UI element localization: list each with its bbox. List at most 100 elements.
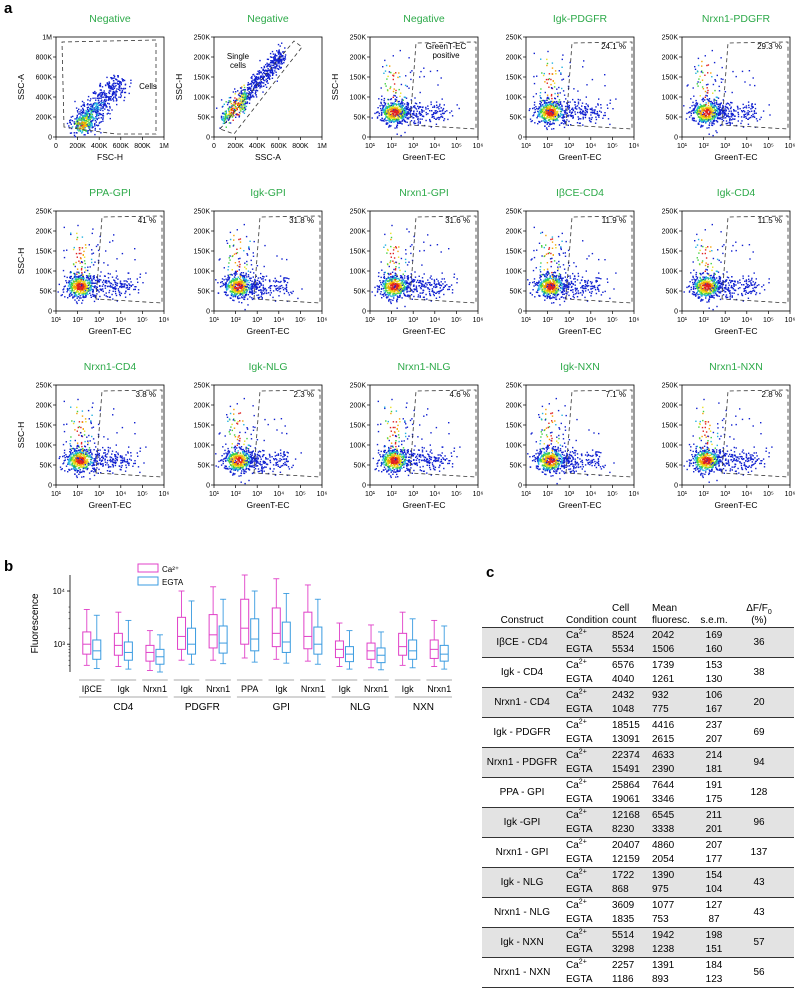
- plot-frame: [213, 36, 323, 138]
- scatter-point: [236, 289, 238, 291]
- scatter-point: [124, 283, 126, 285]
- scatter-point: [76, 268, 79, 270]
- scatter-point: [719, 109, 721, 112]
- scatter-point: [712, 119, 715, 122]
- scatter-point: [112, 77, 114, 80]
- scatter-point: [106, 82, 109, 84]
- scatter-point: [261, 296, 263, 299]
- scatter-point: [116, 275, 118, 277]
- scatter-point: [553, 103, 555, 105]
- scatter-point: [693, 104, 695, 106]
- scatter-point: [762, 110, 765, 112]
- scatter-point: [544, 118, 546, 120]
- scatter-point: [275, 54, 277, 57]
- scatter-point: [72, 115, 74, 118]
- scatter-point: [696, 112, 698, 115]
- scatter-point: [238, 281, 240, 283]
- scatter-point: [121, 78, 123, 80]
- scatter-point: [537, 108, 539, 110]
- scatter-point: [256, 77, 258, 79]
- scatter-point: [79, 280, 81, 282]
- scatter-point: [232, 245, 235, 247]
- scatter-point: [88, 288, 90, 291]
- scatter-point: [241, 289, 243, 291]
- scatter-point: [694, 68, 697, 70]
- scatter-point: [275, 60, 277, 62]
- scatter-point: [238, 238, 240, 241]
- x-tick-label: 10³: [564, 143, 575, 150]
- scatter-point: [406, 107, 408, 109]
- scatter-point: [95, 121, 97, 123]
- scatter-point: [728, 116, 730, 118]
- scatter-point: [242, 275, 244, 278]
- scatter-point: [378, 114, 380, 117]
- scatter-point: [274, 61, 276, 64]
- scatter-point: [400, 117, 402, 119]
- scatter-point: [78, 278, 81, 280]
- scatter-point: [88, 122, 90, 124]
- scatter-point: [711, 104, 714, 106]
- scatter-point: [252, 73, 255, 76]
- scatter-point: [100, 101, 103, 104]
- scatter-point: [285, 286, 288, 289]
- scatter-point: [711, 122, 714, 124]
- scatter-point: [430, 101, 432, 103]
- scatter-point: [234, 289, 236, 291]
- scatter-point: [403, 112, 406, 114]
- scatter-point: [86, 111, 88, 113]
- scatter-point: [86, 107, 89, 109]
- scatter-point: [281, 258, 283, 260]
- scatter-point: [69, 284, 71, 286]
- scatter-point: [694, 105, 697, 107]
- scatter-point: [85, 115, 87, 117]
- scatter-point: [72, 248, 75, 251]
- scatter-point: [96, 107, 98, 110]
- scatter-point: [437, 84, 439, 86]
- scatter-point: [244, 98, 247, 101]
- scatter-point: [708, 106, 710, 109]
- scatter-point: [420, 113, 422, 116]
- scatter-point: [98, 94, 100, 97]
- scatter-point: [388, 109, 390, 111]
- scatter-point: [139, 273, 142, 275]
- scatter-point: [412, 113, 414, 116]
- scatter-point: [406, 108, 408, 110]
- scatter-point: [82, 291, 84, 294]
- scatter-point: [245, 92, 247, 94]
- scatter-point: [692, 87, 694, 89]
- scatter-point: [96, 293, 98, 295]
- scatter-point: [393, 110, 395, 113]
- scatter-point: [382, 109, 385, 111]
- scatter-point: [124, 292, 126, 295]
- scatter-point: [545, 102, 548, 104]
- scatter-point: [104, 98, 106, 101]
- scatter-point: [543, 117, 545, 119]
- scatter-point: [557, 116, 559, 118]
- scatter-point: [255, 91, 257, 94]
- scatter-point: [711, 124, 714, 127]
- scatter-point: [251, 84, 253, 86]
- scatter-point: [556, 111, 558, 113]
- scatter-point: [544, 117, 546, 119]
- scatter-point: [123, 283, 126, 285]
- scatter-point: [73, 272, 75, 275]
- scatter-point: [88, 126, 90, 128]
- scatter-point: [231, 116, 234, 118]
- scatter-point: [240, 90, 242, 92]
- scatter-point: [115, 91, 117, 93]
- scatter-point: [100, 279, 102, 281]
- scatter-point: [398, 113, 401, 116]
- y-tick-label: 0: [518, 135, 522, 142]
- scatter-point: [550, 93, 553, 96]
- scatter-point: [544, 121, 546, 124]
- gate-percent: 29.3 %: [757, 42, 782, 51]
- scatter-point: [389, 125, 391, 128]
- scatter-point: [105, 96, 107, 99]
- scatter-point: [225, 121, 227, 123]
- scatter-point: [547, 108, 550, 111]
- scatter-point: [395, 110, 398, 112]
- scatter-point: [246, 94, 248, 97]
- scatter-point: [705, 121, 707, 123]
- scatter-point: [723, 113, 726, 115]
